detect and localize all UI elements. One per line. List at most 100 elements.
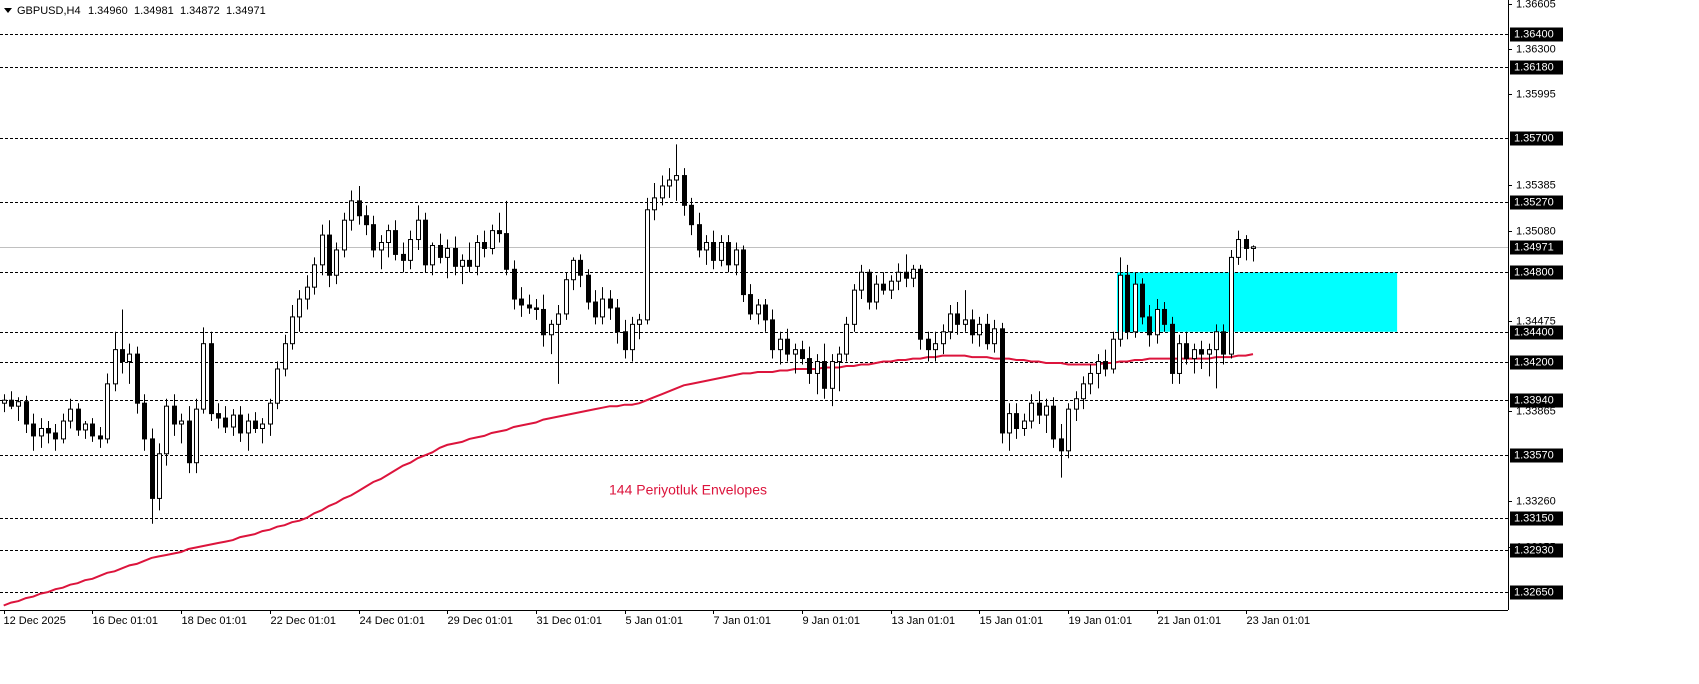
candle-body — [1199, 349, 1204, 355]
candle-body — [926, 338, 931, 351]
x-tick-label: 13 Jan 01:01 — [892, 615, 956, 627]
candle-body — [541, 308, 546, 336]
level-label-box — [1510, 511, 1563, 526]
y-tick-label: 1.36300 — [1516, 43, 1556, 55]
candle-body — [1207, 349, 1212, 355]
candle-body — [867, 271, 872, 303]
candle-body — [393, 230, 398, 255]
candle-body — [1000, 328, 1005, 434]
candle-body — [578, 259, 583, 276]
level-label: 1.33570 — [1514, 449, 1554, 461]
candle-body — [61, 420, 66, 440]
candle-body — [401, 253, 406, 261]
candle-body — [1140, 283, 1145, 318]
candle-body — [874, 283, 879, 303]
ma-layer — [3, 353, 1254, 607]
candle-body — [1111, 338, 1116, 370]
candle-layer — [2, 144, 1256, 524]
y-tick-label: 1.36605 — [1516, 0, 1556, 10]
candle-body — [9, 399, 14, 407]
candle-body — [201, 343, 206, 410]
x-tick-label: 19 Jan 01:01 — [1069, 615, 1133, 627]
candle-body — [1155, 308, 1160, 336]
candle-body — [297, 298, 302, 318]
candle-body — [1221, 331, 1226, 355]
candle-body — [852, 289, 857, 325]
candle-body — [430, 244, 435, 266]
level-label-box — [1510, 27, 1563, 42]
candle-body — [1125, 274, 1130, 333]
candle-body — [1103, 361, 1108, 370]
candle-body — [1192, 349, 1197, 360]
candle-body — [46, 427, 51, 434]
x-tick-label: 16 Dec 01:01 — [93, 615, 158, 627]
level-label-box — [1510, 131, 1563, 146]
candle-body — [1074, 398, 1079, 410]
candle-body — [1177, 343, 1182, 374]
candle-body — [164, 405, 169, 455]
candle-body — [357, 200, 362, 217]
candle-body — [645, 209, 650, 321]
level-label: 1.36180 — [1514, 61, 1554, 73]
candle-body — [467, 259, 472, 267]
chart-title: GBPUSD,H4 — [17, 5, 81, 17]
candle-body — [290, 316, 295, 345]
candle-body — [371, 224, 376, 251]
candle-body — [320, 234, 325, 266]
quote: 1.34960 1.34981 1.34872 1.34971 — [88, 5, 266, 17]
level-label: 1.32930 — [1514, 544, 1554, 556]
candle-body — [726, 242, 731, 266]
candle-body — [16, 401, 21, 407]
candle-body — [68, 408, 73, 422]
candle-body — [364, 215, 369, 226]
candle-body — [460, 259, 465, 267]
candle-body — [844, 323, 849, 355]
candle-body — [76, 408, 81, 431]
candle-body — [1029, 402, 1034, 422]
x-tick-label: 7 Jan 01:01 — [714, 615, 772, 627]
candle-body — [39, 427, 44, 437]
quote-value: 1.34981 — [134, 5, 174, 17]
candle-body — [667, 179, 672, 187]
level-label: 1.33940 — [1514, 394, 1554, 406]
annotation: 144 Periyotluk Envelopes — [609, 482, 767, 498]
candle-body — [172, 405, 177, 425]
candle-body — [815, 361, 820, 374]
candle-body — [608, 298, 613, 309]
candle-body — [423, 219, 428, 266]
candle-body — [682, 175, 687, 206]
candle-body — [1059, 438, 1064, 452]
candle-body — [1236, 239, 1241, 258]
price-label: 1.34971 — [1514, 241, 1554, 253]
candle-body — [209, 343, 214, 415]
candle-body — [630, 323, 635, 351]
candle-body — [135, 353, 140, 404]
candle-body — [615, 307, 620, 333]
candle-body — [977, 323, 982, 336]
level-label: 1.32650 — [1514, 586, 1554, 598]
candle-body — [600, 298, 605, 318]
candle-body — [889, 280, 894, 291]
candle-body — [334, 249, 339, 276]
candle-body — [918, 268, 923, 340]
candle-body — [416, 219, 421, 241]
candle-body — [534, 307, 539, 310]
x-tick-label: 18 Dec 01:01 — [182, 615, 247, 627]
candle-body — [571, 259, 576, 281]
candle-body — [660, 185, 665, 199]
candle-body — [963, 319, 968, 325]
x-tick-label: 5 Jan 01:01 — [626, 615, 684, 627]
level-label-box — [1510, 355, 1563, 370]
candle-body — [822, 361, 827, 389]
candle-body — [1088, 372, 1093, 385]
candle-body — [1118, 274, 1123, 340]
candle-body — [564, 279, 569, 315]
candle-body — [482, 242, 487, 249]
menu-triangle[interactable] — [4, 8, 12, 13]
level-label-box — [1510, 393, 1563, 408]
candle-body — [246, 420, 251, 434]
candle-body — [127, 353, 132, 363]
candle-body — [527, 304, 532, 309]
axis-layer: 1.36605 1.36300 1.35995 1.35385 1.35080 1.344… — [0, 0, 1563, 627]
level-label-box — [1510, 195, 1563, 210]
